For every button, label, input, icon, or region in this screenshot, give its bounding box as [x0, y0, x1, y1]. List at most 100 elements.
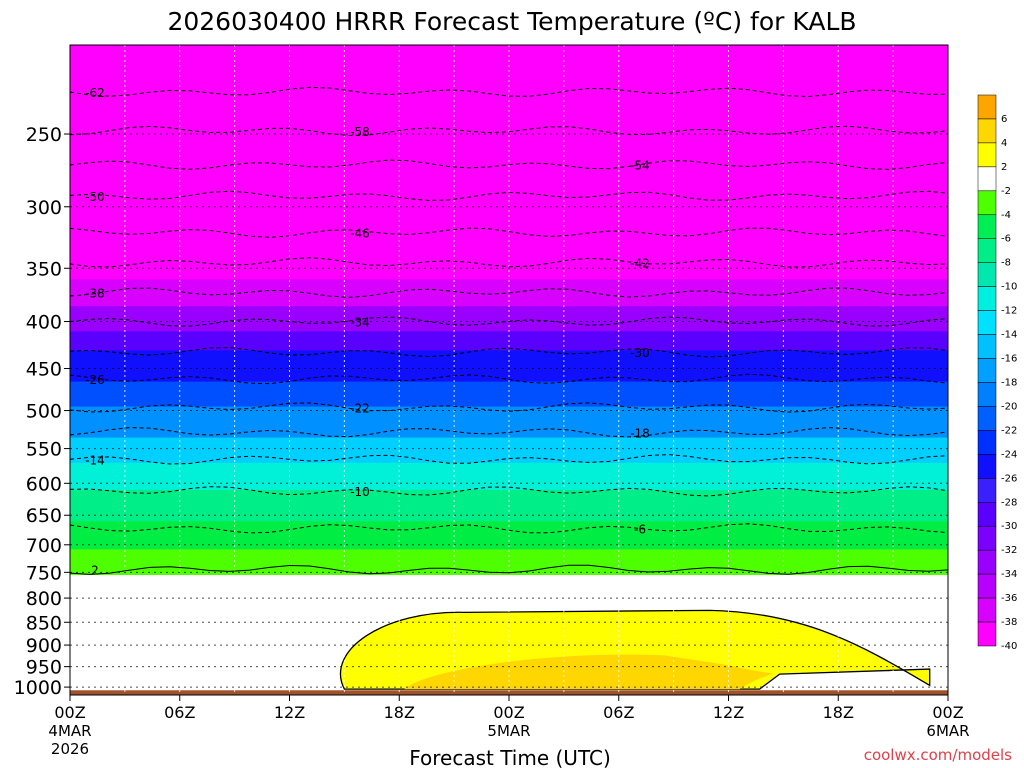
colorbar-label: -10 [1001, 282, 1017, 293]
x-tick-sublabel: 4MAR [48, 722, 91, 740]
x-tick-label: 06Z [603, 703, 634, 722]
colorbar-label: -20 [1001, 401, 1017, 412]
colorbar-swatch [977, 597, 997, 623]
isotherm-label: -42 [630, 257, 650, 271]
x-tick-label: 18Z [823, 703, 854, 722]
colorbar-label: -4 [1001, 210, 1011, 221]
colorbar-label: -30 [1001, 521, 1017, 532]
colorbar-label: -38 [1001, 617, 1017, 628]
isotherm-line [70, 347, 948, 358]
isotherm-label: -26 [85, 373, 105, 387]
colorbar-swatch [977, 310, 997, 335]
isotherm-line [70, 125, 948, 137]
colorbar-swatch [977, 238, 997, 263]
colorbar-swatch [977, 621, 997, 647]
isotherm-label: -54 [630, 159, 650, 173]
vertical-gridlines [124, 45, 894, 695]
isotherm-label: -14 [85, 453, 105, 467]
y-tick-label: 300 [26, 197, 62, 219]
y-tick-label: 450 [26, 359, 62, 381]
isotherm-contours: -62-58-54-50-46-42-38-34-30-26-22-18-14-… [70, 86, 948, 578]
colorbar-label: 6 [1001, 114, 1007, 125]
temperature-band-11 [70, 549, 948, 578]
colorbar-swatch [977, 454, 997, 479]
isotherm-label: -34 [350, 316, 370, 330]
x-axis-label: Forecast Time (UTC) [409, 746, 611, 768]
x-tick-label: 00Z [932, 703, 963, 722]
x-tick-label: 12Z [713, 703, 744, 722]
isotherm-label: -58 [350, 125, 370, 139]
isotherm-label: -62 [85, 86, 105, 100]
isotherm-label: -18 [630, 426, 650, 440]
chart-title: 2026030400 HRRR Forecast Temperature (ºC… [167, 7, 856, 36]
x-tick-label: 00Z [54, 703, 85, 722]
isotherm-label: -22 [350, 401, 370, 415]
y-tick-label: 800 [26, 588, 62, 610]
colorbar-swatch [977, 382, 997, 407]
isotherm-label: -46 [350, 227, 370, 241]
isotherm-line [70, 486, 948, 497]
isotherm-line [70, 227, 948, 238]
x-tick-sublabel: 5MAR [487, 722, 530, 740]
isotherm-line [70, 454, 948, 465]
isotherm-line [70, 86, 948, 98]
colorbar-swatch [977, 142, 997, 168]
x-tick-label: 00Z [493, 703, 524, 722]
isotherm-label: -30 [630, 346, 650, 360]
colorbar-swatch [977, 478, 997, 503]
colorbar-swatch [977, 94, 997, 120]
y-tick-label: 650 [26, 505, 62, 527]
colorbar-label: -26 [1001, 473, 1017, 484]
x-tick-sublabel: 2026 [51, 740, 89, 758]
colorbar-swatch [977, 166, 997, 192]
colorbar-swatch [977, 525, 997, 551]
isotherm-line [70, 316, 948, 327]
isotherm-line [70, 373, 948, 385]
y-tick-label: 500 [26, 401, 62, 423]
warm-layer-core [404, 654, 773, 690]
colorbar-swatch [977, 214, 997, 239]
y-tick-label: 750 [26, 562, 62, 584]
isotherm-label: 2 [91, 564, 99, 578]
isotherm-line [70, 257, 948, 268]
colorbar: 6 4 2 -2 -4 -6 -8 -10 -12 -14 -16 -18 -20 -22 -24 -26 -2… [977, 94, 1017, 652]
colorbar-swatch [977, 573, 997, 599]
plot-area: -62-58-54-50-46-42-38-34-30-26-22-18-14-… [70, 45, 948, 695]
colorbar-swatch [977, 334, 997, 359]
colorbar-label: -14 [1001, 330, 1017, 341]
colorbar-swatch [977, 262, 997, 287]
colorbar-swatch [977, 406, 997, 431]
colorbar-label: -8 [1001, 258, 1011, 269]
isotherm-line [70, 523, 948, 534]
colorbar-label: -28 [1001, 497, 1017, 508]
colorbar-swatch [977, 502, 997, 527]
isotherm-line [70, 402, 948, 413]
colorbar-label: -6 [1001, 234, 1011, 245]
y-tick-label: 700 [26, 535, 62, 557]
isotherm-line [70, 287, 948, 298]
y-tick-label: 250 [26, 124, 62, 146]
colorbar-label: -18 [1001, 377, 1017, 388]
y-tick-label: 600 [26, 473, 62, 495]
colorbar-swatch [977, 286, 997, 311]
isotherm-line [70, 564, 948, 575]
colorbar-label: -22 [1001, 425, 1017, 436]
y-tick-label: 900 [26, 635, 62, 657]
isotherm-label: -6 [634, 523, 646, 537]
x-tick-label: 06Z [164, 703, 195, 722]
isotherm-label: -38 [85, 287, 105, 301]
y-tick-label: 950 [26, 657, 62, 679]
y-axis: 2503003504004505005506006507007508008509… [14, 124, 70, 699]
isotherm-line [70, 427, 948, 438]
y-tick-label: 400 [26, 312, 62, 334]
colorbar-label: -32 [1001, 545, 1017, 556]
y-tick-label: 850 [26, 612, 62, 634]
isotherm-line [70, 190, 948, 202]
colorbar-swatch [977, 118, 997, 144]
isotherm-line [70, 159, 948, 170]
isotherm-label: -10 [350, 485, 370, 499]
temperature-band-8 [70, 462, 948, 494]
colorbar-swatch [977, 358, 997, 383]
isotherm-label: -50 [85, 190, 105, 204]
